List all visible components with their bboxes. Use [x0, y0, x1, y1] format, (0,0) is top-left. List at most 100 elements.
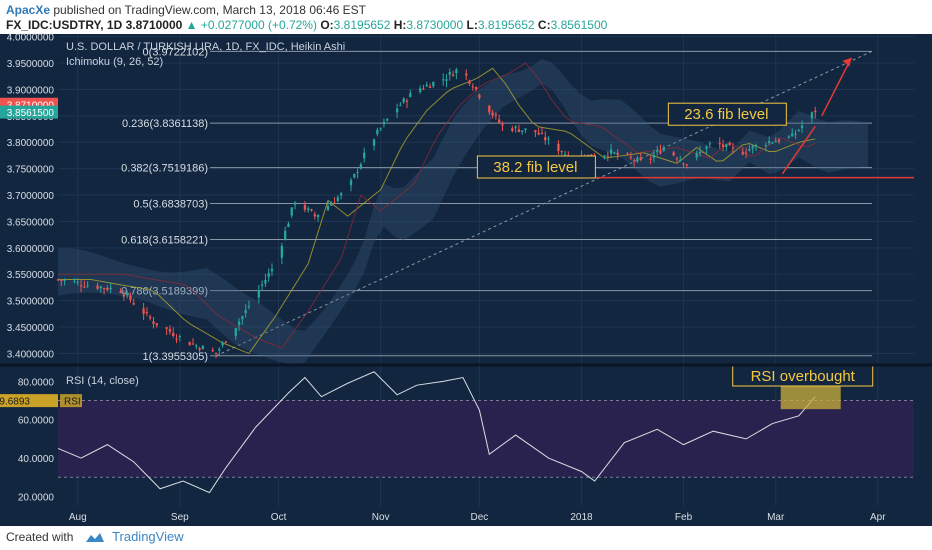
price-badge: [0, 105, 58, 119]
candle-body: [339, 193, 343, 196]
candle-body: [399, 104, 402, 106]
candle-body: [465, 73, 468, 76]
candle-body: [537, 132, 540, 135]
candle-body: [791, 133, 794, 137]
candle-body: [448, 72, 451, 75]
candle-body: [76, 281, 79, 283]
candle-body: [149, 316, 152, 319]
time-tick-label: Apr: [870, 512, 886, 523]
time-tick-label: 2018: [570, 512, 593, 523]
close-value: 3.8561500: [550, 18, 608, 32]
candle-body: [83, 286, 86, 288]
candle-body: [402, 98, 405, 103]
candle-body: [777, 139, 781, 142]
candle-body: [382, 121, 386, 125]
chart-title: U.S. DOLLAR / TURKISH LIRA, 1D, FX_IDC, …: [66, 41, 345, 53]
candle-body: [814, 110, 817, 113]
candle-body: [386, 118, 389, 121]
rsi-badge-label: RSI: [64, 397, 81, 408]
tradingview-link[interactable]: TradingView: [112, 529, 184, 544]
price-tick-label: 3.7500000: [7, 165, 55, 176]
author-link[interactable]: ApacXe: [6, 3, 51, 17]
candle-body: [175, 338, 178, 340]
candle-body: [702, 151, 705, 153]
time-tick-label: Aug: [69, 512, 87, 523]
candle-body: [771, 142, 774, 144]
candle-body: [376, 129, 379, 135]
candle-body: [468, 80, 471, 84]
candle-body: [405, 100, 409, 102]
candle-body: [270, 268, 274, 272]
candle-body: [698, 151, 702, 154]
annotations: 23.6 fib level 38.2 fib level RSI overboug…: [476, 57, 914, 410]
rsi-tick-label: 20.0000: [18, 492, 55, 503]
candle-body: [511, 128, 514, 131]
candle-body: [662, 147, 665, 151]
time-tick-label: Nov: [372, 512, 390, 523]
ichimoku-cloud-area: [58, 58, 868, 366]
candle-body: [152, 321, 155, 324]
rsi-label: RSI (14, close): [66, 375, 139, 387]
rsi-tick-label: 60.0000: [18, 416, 55, 427]
trend-arrow-line: [781, 125, 816, 175]
candle-body: [754, 144, 758, 147]
symbol-label[interactable]: FX_IDC:USDTRY, 1D: [6, 18, 123, 32]
candle-body: [708, 143, 712, 145]
open-label: O:: [320, 18, 334, 32]
candle-body: [471, 86, 474, 88]
candle-body: [428, 86, 432, 88]
candle-body: [563, 154, 567, 156]
candle-body: [349, 180, 353, 186]
high-value: 3.8730000: [406, 18, 464, 32]
annotation-box: [667, 102, 787, 126]
right-axis-background: [914, 34, 932, 506]
candle-body: [79, 285, 83, 287]
candle-body: [491, 112, 494, 116]
candle-body: [810, 112, 814, 119]
fib-annotation-label: 23.6 fib level: [684, 106, 768, 123]
candle-body: [409, 93, 412, 98]
candle-body: [224, 341, 228, 343]
rsi-tick-label: 40.0000: [18, 454, 55, 465]
candle-body: [119, 291, 122, 293]
candle-body: [652, 154, 656, 158]
candle-body: [303, 204, 307, 210]
candle-body: [609, 149, 613, 154]
price-tick-label: 3.8000000: [7, 138, 55, 149]
candle-body: [656, 150, 659, 152]
time-axis-background: [0, 506, 932, 526]
low-label: L:: [466, 18, 478, 32]
time-tick-label: Mar: [767, 512, 785, 523]
ichimoku-base-line: [58, 67, 816, 355]
candle-body: [794, 133, 797, 135]
high-label: H:: [393, 18, 407, 32]
annotation-box: [476, 155, 596, 179]
close-label: C:: [537, 18, 551, 32]
time-tick-label: Dec: [471, 512, 489, 523]
candle-body: [178, 335, 181, 337]
rsi-value-badge-text: 69.6893: [0, 397, 30, 408]
candle-body: [725, 143, 728, 148]
candle-body: [797, 129, 800, 131]
candle-body: [73, 281, 76, 283]
fib-level-label: 0.5(3.6838703): [133, 199, 208, 211]
candle-body: [284, 230, 287, 240]
published-text: published on TradingView.com, March 13, …: [53, 3, 367, 17]
candle-body: [540, 132, 544, 134]
price-tick-label: 3.5000000: [7, 297, 55, 308]
price-tick-label: 3.4000000: [7, 349, 55, 360]
candle-body: [363, 152, 366, 159]
rsi-tick-label: 80.0000: [18, 377, 55, 388]
candle-body: [60, 280, 63, 282]
candle-body: [721, 144, 725, 147]
candle-body: [744, 152, 748, 154]
footer: Created with TradingView: [6, 529, 184, 544]
candle-body: [86, 285, 89, 287]
candle-body: [455, 69, 458, 74]
price-tick-label: 3.9000000: [7, 85, 55, 96]
publish-line: ApacXe published on TradingView.com, Mar…: [6, 3, 366, 17]
candle-body: [534, 130, 537, 133]
candle-body: [629, 156, 633, 158]
candle-body: [330, 203, 333, 206]
